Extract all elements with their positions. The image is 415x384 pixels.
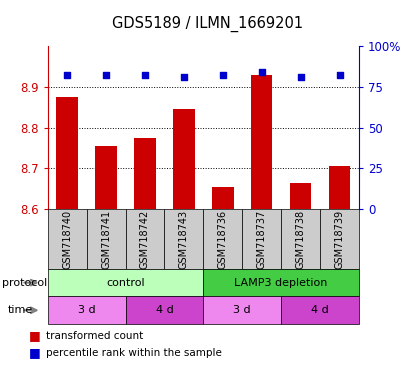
Text: GSM718742: GSM718742 [140,209,150,269]
Text: GDS5189 / ILMN_1669201: GDS5189 / ILMN_1669201 [112,15,303,31]
Text: GSM718741: GSM718741 [101,210,111,268]
Text: GSM718738: GSM718738 [295,210,305,268]
Point [64,73,71,79]
Bar [251,74,272,209]
Text: protocol: protocol [2,278,47,288]
Point [259,69,265,75]
Point [220,73,226,79]
Bar [56,97,78,209]
Text: transformed count: transformed count [46,331,143,341]
Point [103,73,110,79]
Text: percentile rank within the sample: percentile rank within the sample [46,348,222,358]
Text: 4 d: 4 d [156,305,173,315]
Text: 3 d: 3 d [78,305,95,315]
Text: GSM718739: GSM718739 [334,210,344,268]
Bar [212,187,234,209]
Bar [329,166,350,209]
Text: LAMP3 depletion: LAMP3 depletion [234,278,328,288]
Text: 3 d: 3 d [234,305,251,315]
Point [297,74,304,80]
Text: GSM718743: GSM718743 [179,210,189,268]
Point [181,74,187,80]
Point [142,73,148,79]
Bar [134,138,156,209]
Text: GSM718736: GSM718736 [218,210,228,268]
Text: 4 d: 4 d [311,305,329,315]
Bar [290,183,311,209]
Bar [173,109,195,209]
Text: ■: ■ [29,329,41,342]
Text: time: time [7,305,33,315]
Point [336,73,343,79]
Text: GSM718740: GSM718740 [62,210,72,268]
Text: ■: ■ [29,346,41,359]
Bar [95,146,117,209]
Text: GSM718737: GSM718737 [257,209,267,269]
Text: control: control [106,278,145,288]
